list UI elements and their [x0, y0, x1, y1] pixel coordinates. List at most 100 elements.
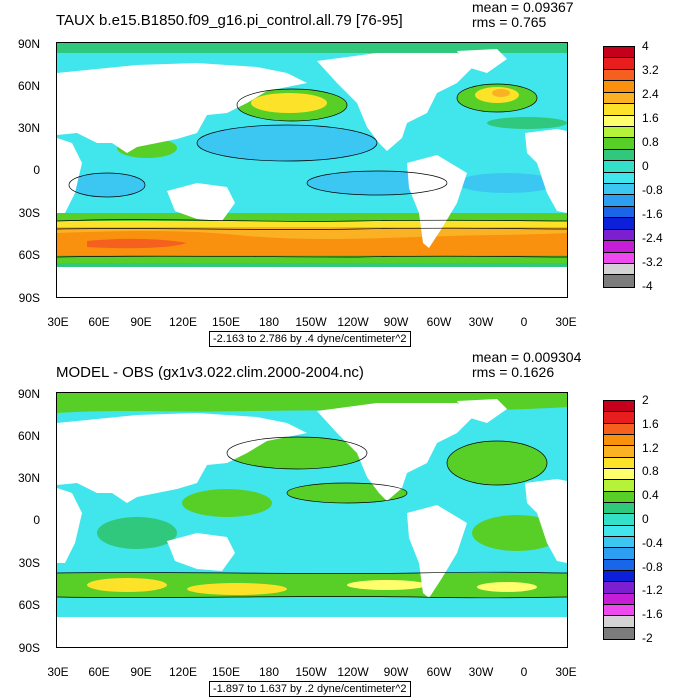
colorbar-swatch — [604, 401, 634, 413]
lon-label: 60E — [88, 665, 110, 679]
colorbar-swatch — [604, 536, 634, 549]
lon-label: 180 — [258, 315, 280, 329]
colorbar-swatch — [604, 604, 634, 617]
colorbar-swatch — [604, 92, 634, 105]
rms-value: rms = 0.1626 — [472, 364, 555, 380]
colorbar-label: 2.4 — [642, 87, 659, 101]
lon-label: 90E — [130, 315, 152, 329]
colorbar-label: -2.4 — [642, 231, 663, 245]
colorbar-label: 1.6 — [642, 416, 659, 431]
colorbar-label: 1.6 — [642, 111, 659, 125]
lon-label: 180 — [258, 665, 280, 679]
colorbar-swatch — [604, 491, 634, 503]
colorbar-swatch — [604, 480, 634, 492]
colorbar-label: -4 — [642, 279, 653, 293]
lon-label: 60E — [88, 315, 110, 329]
mean-value: mean = 0.009304 — [472, 349, 582, 365]
colorbar-label: -1.6 — [642, 207, 663, 221]
colorbar-label: -1.6 — [642, 607, 663, 622]
colorbar-swatch — [604, 138, 634, 150]
colorbar-swatch — [604, 126, 634, 139]
colorbar-swatch — [604, 616, 634, 628]
lon-label: 120E — [168, 315, 198, 329]
colorbar-swatch — [604, 502, 634, 515]
panel-title: MODEL - OBS (gx1v3.022.clim.2000-2004.nc… — [56, 364, 364, 381]
colorbar-label: -2 — [642, 631, 653, 645]
colorbar-swatch — [604, 206, 634, 219]
lon-label: 120W — [337, 315, 369, 329]
contour-range-label: -2.163 to 2.786 by .4 dyne/centimeter^2 — [209, 331, 411, 347]
lat-label: 30S — [18, 206, 40, 220]
colorbar-label: 4 — [642, 39, 649, 53]
colorbar-label: 1.2 — [642, 440, 659, 455]
lon-label: 90W — [383, 315, 409, 329]
colorbar-swatch — [604, 252, 634, 265]
colorbar-swatch — [604, 514, 634, 526]
lon-label: 30W — [468, 665, 494, 679]
colorbar-swatch — [604, 264, 634, 276]
contour-range-label: -1.897 to 1.637 by .2 dyne/centimeter^2 — [209, 681, 411, 697]
lon-label: 120E — [168, 665, 198, 679]
colorbar-label: 0 — [642, 159, 649, 173]
lon-label: 120W — [337, 665, 369, 679]
colorbar-swatch — [604, 457, 634, 469]
lon-label: 30E — [47, 665, 69, 679]
colorbar-label: 3.2 — [642, 63, 659, 77]
colorbar-swatch — [604, 149, 634, 162]
colorbar-label: 2 — [642, 393, 649, 407]
colorbar-swatch — [604, 161, 634, 173]
lon-label: 0 — [520, 315, 528, 329]
lon-label: 30E — [555, 315, 577, 329]
colorbar-swatch — [604, 241, 634, 253]
colorbar-label: 0.8 — [642, 464, 659, 479]
colorbar-swatch — [604, 434, 634, 447]
lon-label: 150W — [295, 665, 327, 679]
lon-label: 30E — [47, 315, 69, 329]
colorbar-swatch — [604, 184, 634, 196]
colorbar-swatch — [604, 229, 634, 242]
lat-label: 90S — [18, 291, 40, 305]
colorbar-swatch — [604, 627, 634, 639]
lat-label: 0 — [33, 163, 40, 177]
colorbar-swatch — [604, 559, 634, 571]
colorbar-swatch — [604, 195, 634, 207]
lon-label: 60W — [426, 665, 452, 679]
rms-value: rms = 0.765 — [472, 14, 547, 30]
lon-label: 150E — [211, 665, 241, 679]
colorbar-swatch — [604, 570, 634, 583]
lat-label: 60N — [17, 429, 40, 443]
lat-label: 30S — [18, 556, 40, 570]
lat-label: 60N — [17, 79, 40, 93]
colorbar — [603, 400, 635, 640]
lon-label: 90W — [383, 665, 409, 679]
colorbar-swatch — [604, 58, 634, 70]
colorbar-label: 0.4 — [642, 488, 659, 503]
colorbar-swatch — [604, 446, 634, 458]
colorbar-label: -0.8 — [642, 183, 663, 197]
panel-title: TAUX b.e15.B1850.f09_g16.pi_control.all.… — [56, 12, 403, 29]
lon-label: 150W — [295, 315, 327, 329]
map-plot-area — [56, 392, 568, 648]
colorbar-swatch — [604, 115, 634, 127]
colorbar-swatch — [604, 81, 634, 93]
colorbar-label: -0.4 — [642, 535, 663, 550]
colorbar-swatch — [604, 69, 634, 82]
colorbar-swatch — [604, 593, 634, 605]
colorbar-swatch — [604, 468, 634, 481]
lat-label: 30N — [17, 471, 40, 485]
colorbar-label: -0.8 — [642, 559, 663, 574]
top-map-panel: TAUX b.e15.B1850.f09_g16.pi_control.all.… — [17, 0, 663, 347]
lat-label: 0 — [33, 513, 40, 527]
colorbar-label: 0 — [642, 512, 649, 526]
lon-label: 60W — [426, 315, 452, 329]
colorbar-swatch — [604, 548, 634, 560]
lon-label: 30E — [555, 665, 577, 679]
colorbar-label: -3.2 — [642, 255, 663, 269]
map-plot-area — [56, 42, 568, 298]
map-field — [57, 393, 567, 647]
colorbar-swatch — [604, 104, 634, 116]
lat-label: 30N — [17, 121, 40, 135]
lat-label: 90N — [17, 387, 40, 401]
lon-label: 30W — [468, 315, 494, 329]
mean-value: mean = 0.09367 — [472, 0, 574, 15]
